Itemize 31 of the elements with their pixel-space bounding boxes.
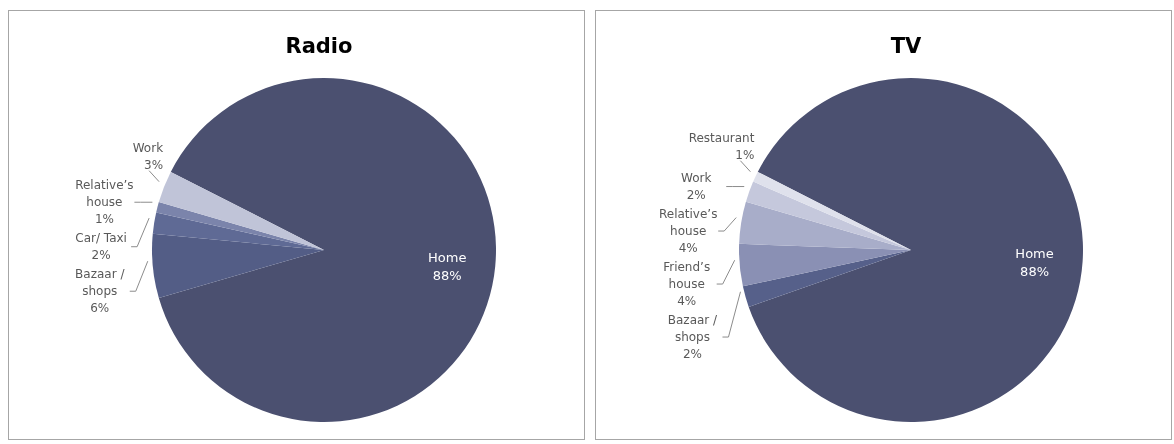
slice-label: Bazaar / shops — [75, 267, 126, 299]
slice-label: Work — [681, 171, 712, 186]
pie-slice — [739, 201, 911, 250]
slice-label: Restaurant — [688, 131, 755, 146]
data-label: 3% — [144, 158, 164, 173]
data-label: 2% — [91, 248, 111, 263]
data-label: 2% — [686, 188, 706, 203]
chart-title: TV — [890, 34, 923, 58]
slice-label: Relative’s house — [75, 178, 134, 210]
slice-label: Home — [428, 249, 467, 265]
pie-slice — [742, 250, 911, 307]
data-label: 4% — [678, 241, 698, 256]
slice-label: Bazaar / shops — [667, 313, 719, 345]
slice-label: Work — [132, 141, 164, 156]
data-label: 88% — [1020, 264, 1050, 280]
data-label: 88% — [432, 267, 462, 283]
slice-label: Relative’s house — [658, 207, 718, 239]
data-label: 1% — [735, 148, 755, 163]
slice-label: Home — [1015, 246, 1054, 262]
data-label: 2% — [682, 347, 702, 362]
pie-slice — [158, 171, 324, 250]
pie-slice — [152, 233, 324, 298]
pie-slice — [152, 212, 324, 250]
chart-title: Radio — [285, 34, 353, 58]
slice-label: Friend’s house — [663, 260, 711, 292]
pie-slice — [739, 243, 911, 287]
data-label: 6% — [90, 301, 110, 316]
data-label: 4% — [677, 294, 697, 309]
pie-slice — [745, 181, 911, 250]
data-label: 1% — [94, 212, 114, 227]
slice-label: Car/ Taxi — [75, 231, 127, 246]
